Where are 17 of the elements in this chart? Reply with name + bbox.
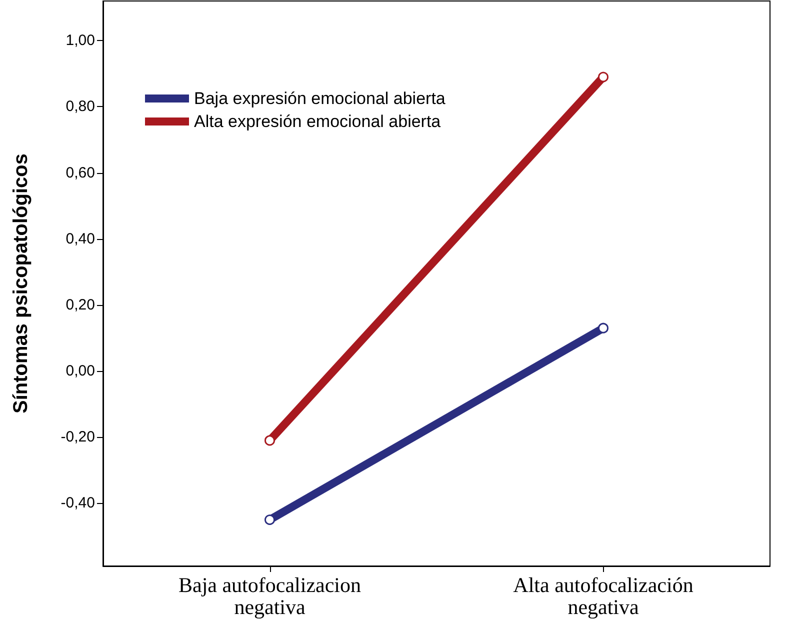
y-tick-label: 0,20 <box>66 296 95 314</box>
x-tick-label: Baja autofocalizacion negativa <box>178 573 362 619</box>
point <box>264 435 275 446</box>
y-tick-label: -0,40 <box>60 494 95 512</box>
point <box>598 322 608 334</box>
point <box>264 514 275 525</box>
y-tick-label: 0,40 <box>66 230 95 248</box>
point <box>598 72 608 82</box>
y-tick-label: 0,80 <box>66 98 95 116</box>
x-tick-label: Alta autofocalización negativa <box>513 573 694 619</box>
legend-label: Baja expresión emocional abierta <box>194 89 446 108</box>
y-tick-label: 1,00 <box>66 32 95 50</box>
legend-label: Alta expresión emocional abierta <box>194 112 442 131</box>
y-axis-title: Síntomas psicopatológicos <box>10 153 32 414</box>
y-tick-label: 0,60 <box>66 164 95 182</box>
y-tick-label: 0,00 <box>66 362 95 380</box>
y-tick-label: -0,20 <box>60 428 95 446</box>
